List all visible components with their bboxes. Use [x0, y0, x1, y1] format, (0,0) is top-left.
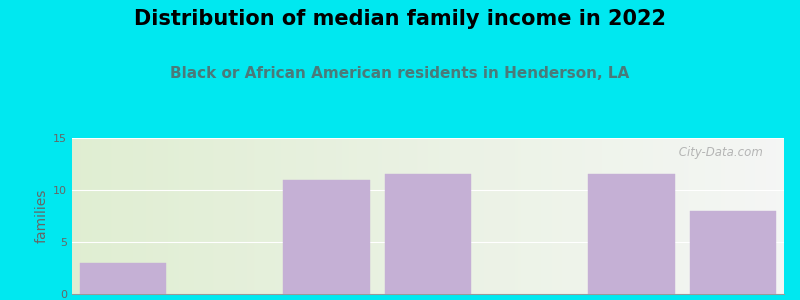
Text: City-Data.com: City-Data.com: [674, 146, 762, 159]
Bar: [588, 174, 674, 294]
Text: Distribution of median family income in 2022: Distribution of median family income in …: [134, 9, 666, 29]
Bar: [283, 180, 370, 294]
Y-axis label: families: families: [35, 189, 49, 243]
Text: Black or African American residents in Henderson, LA: Black or African American residents in H…: [170, 66, 630, 81]
Bar: [80, 263, 166, 294]
Bar: [690, 211, 776, 294]
Bar: [385, 174, 471, 294]
